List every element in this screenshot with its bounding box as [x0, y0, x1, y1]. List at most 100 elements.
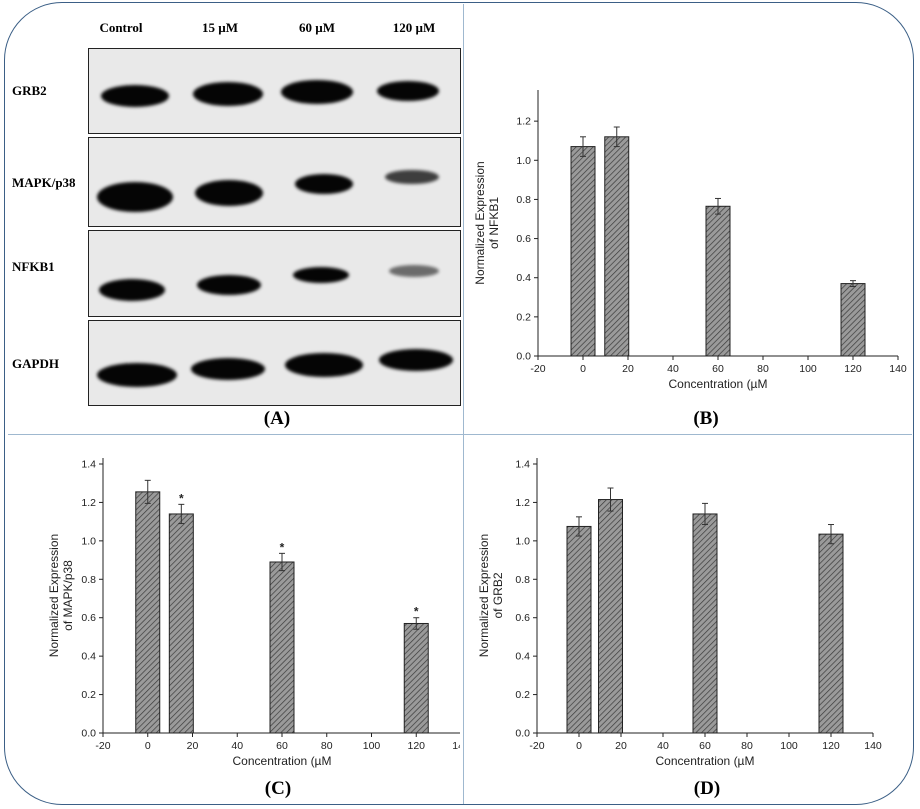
bar [692, 513, 718, 734]
x-tick-label: -20 [530, 363, 545, 375]
y-axis-label: of GRB2 [491, 572, 505, 618]
y-tick-label: 0.0 [81, 728, 96, 740]
bar [818, 533, 844, 734]
bar [598, 499, 623, 734]
blot-row-mapk [88, 137, 461, 227]
bar [269, 561, 295, 734]
band [377, 81, 439, 101]
band [101, 85, 169, 107]
panel-divider-horizontal [8, 434, 912, 435]
x-tick-label: -20 [529, 740, 544, 752]
band [293, 267, 349, 283]
y-axis-label: of MAPK/p38 [61, 560, 75, 631]
lane-label-control: Control [99, 20, 143, 35]
y-tick-label: 0.6 [516, 233, 531, 245]
blot-row-gapdh [88, 320, 461, 406]
band [99, 279, 165, 301]
y-tick-label: 1.0 [515, 535, 530, 547]
y-tick-label: 0.0 [515, 728, 530, 740]
x-tick-label: 0 [145, 740, 151, 752]
band [195, 180, 263, 206]
y-tick-label: 1.0 [516, 155, 531, 167]
x-tick-label: 0 [580, 363, 586, 375]
blot-row-nfkb1 [88, 230, 461, 317]
y-tick-label: 1.4 [515, 459, 530, 471]
y-axis-label: Normalized Expression [473, 161, 487, 284]
chart-grb2: 0.0 0.2 0.4 0.6 0.8 1.0 1.2 1.4 -20 0 20 40 60 80 100 1… [477, 458, 882, 768]
y-tick-label: 0.6 [515, 612, 530, 624]
x-tick-label: 80 [321, 740, 333, 752]
band [193, 82, 263, 106]
bar [840, 283, 866, 357]
x-tick-label: 20 [615, 740, 627, 752]
band [197, 275, 261, 295]
y-axis-label: Normalized Expression [477, 534, 491, 657]
y-axis-label: of NFKB1 [487, 197, 501, 249]
x-tick-label: 120 [822, 740, 840, 752]
chart-mapk: 0.0 0.2 0.4 0.6 0.8 1.0 1.2 1.4 -20 0 20 40 60 80 100 1… [47, 458, 460, 768]
x-tick-label: 20 [622, 363, 634, 375]
y-axis-label: Normalized Expression [47, 534, 61, 657]
y-tick-label: 0.2 [515, 689, 530, 701]
bar [705, 205, 731, 357]
panel-divider-vertical [463, 4, 464, 804]
bar [604, 136, 630, 357]
protein-label-grb2: GRB2 [12, 83, 47, 98]
x-tick-label: 60 [699, 740, 711, 752]
x-tick-label: 80 [741, 740, 753, 752]
x-tick-label: 60 [276, 740, 288, 752]
x-tick-label: 100 [363, 740, 381, 752]
x-tick-label: 60 [712, 363, 724, 375]
x-axis-label: Concentration (µM [656, 754, 755, 768]
significance-marker: * [280, 540, 285, 554]
significance-marker: * [179, 491, 184, 505]
bar [403, 622, 429, 734]
x-tick-label: 100 [780, 740, 798, 752]
panel-label-a: (A) [263, 408, 291, 429]
x-tick-label: -20 [95, 740, 110, 752]
y-tick-label: 1.2 [515, 497, 530, 509]
x-tick-label: 140 [889, 363, 907, 375]
protein-label-nfkb1: NFKB1 [12, 259, 55, 274]
band [285, 353, 363, 377]
x-tick-label: 120 [844, 363, 862, 375]
protein-label-gapdh: GAPDH [12, 356, 59, 371]
x-tick-label: 20 [187, 740, 199, 752]
bar [168, 513, 194, 734]
x-tick-label: 40 [231, 740, 243, 752]
band [385, 170, 439, 184]
y-tick-label: 0.8 [516, 194, 531, 206]
x-tick-label: 120 [407, 740, 425, 752]
y-tick-label: 0.8 [515, 574, 530, 586]
band [281, 80, 353, 104]
chart-nfkb1: 0.0 0.2 0.4 0.6 0.8 1.0 1.2 -20 0 20 40 60 80 100 120 1… [473, 90, 907, 391]
bar [135, 491, 161, 734]
band [97, 182, 173, 212]
x-tick-label: 80 [757, 363, 769, 375]
lane-label-15uM: 15 µM [201, 20, 238, 35]
lane-label-60uM: 60 µM [298, 20, 335, 35]
band [389, 265, 439, 277]
protein-label-mapk: MAPK/p38 [12, 175, 76, 190]
x-tick-label: 40 [667, 363, 679, 375]
significance-marker: * [414, 605, 419, 619]
blot-row-grb2 [88, 48, 461, 134]
x-tick-label: 0 [576, 740, 582, 752]
y-tick-label: 0.8 [81, 574, 96, 586]
x-tick-label: 40 [657, 740, 669, 752]
band [97, 363, 177, 387]
band [295, 174, 353, 194]
band [379, 349, 453, 371]
y-tick-label: 1.2 [516, 116, 531, 128]
panel-label-b: (B) [693, 408, 719, 429]
x-tick-label: 100 [799, 363, 817, 375]
y-tick-label: 1.2 [81, 497, 96, 509]
y-tick-label: 0.0 [516, 351, 531, 363]
panel-label-d: (D) [693, 778, 721, 799]
x-tick-label: 140 [864, 740, 882, 752]
y-tick-label: 1.4 [81, 459, 96, 471]
y-tick-label: 1.0 [81, 535, 96, 547]
y-tick-label: 0.6 [81, 612, 96, 624]
bar [566, 525, 592, 734]
y-tick-label: 0.2 [516, 311, 531, 323]
